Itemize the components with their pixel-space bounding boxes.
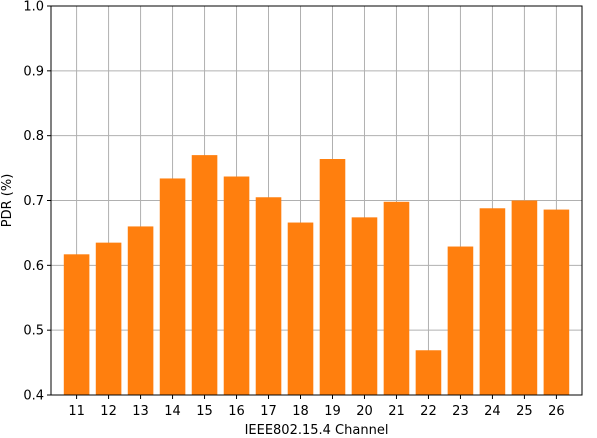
x-tick-label: 19 [324,404,341,419]
x-tick-label: 13 [132,404,149,419]
bar-channel-21 [383,201,410,395]
y-tick-label: 0.7 [23,194,44,209]
bar-channel-11 [63,254,90,395]
x-tick-label: 21 [388,404,405,419]
bar-channel-24 [479,208,506,395]
y-tick-label: 1.0 [23,0,44,15]
y-tick-label: 0.4 [23,389,44,404]
x-tick-label: 17 [260,404,277,419]
x-tick-label: 15 [196,404,213,419]
bar-channel-18 [287,222,314,395]
x-tick-label: 22 [420,404,437,419]
x-tick-label: 25 [516,404,533,419]
y-tick-label: 0.9 [23,64,44,79]
x-tick-label: 18 [292,404,309,419]
y-axis-label: PDR (%) [0,174,15,228]
y-tick-label: 0.8 [23,129,44,144]
x-tick-label: 20 [356,404,373,419]
bar-channel-19 [319,159,346,395]
bar-channel-26 [543,209,570,395]
x-tick-label: 12 [100,404,117,419]
y-tick-label: 0.6 [23,259,44,274]
bar-channel-15 [191,155,218,395]
x-tick-label: 23 [452,404,469,419]
bar-channel-16 [223,176,250,395]
bar-channel-12 [95,242,122,395]
bar-channel-13 [127,226,154,395]
y-tick-label: 0.5 [23,324,44,339]
x-tick-label: 24 [484,404,501,419]
x-axis-label: IEEE802.15.4 Channel [245,423,389,438]
bar-channel-17 [255,197,282,395]
bar-channel-23 [447,246,474,395]
bar-channel-20 [351,217,378,395]
x-axis-ticks: 11 12 13 14 15 16 17 18 19 20 21 22 23 24 25 26 [68,395,565,419]
x-tick-label: 26 [548,404,565,419]
bar-channel-22 [415,350,442,395]
x-tick-label: 11 [68,404,85,419]
bars [63,155,570,395]
bar-channel-14 [159,178,186,395]
x-tick-label: 14 [164,404,181,419]
x-tick-label: 16 [228,404,245,419]
y-axis-ticks: 0.4 0.5 0.6 0.7 0.8 0.9 1.0 [23,0,51,404]
bar-channel-25 [511,200,538,395]
